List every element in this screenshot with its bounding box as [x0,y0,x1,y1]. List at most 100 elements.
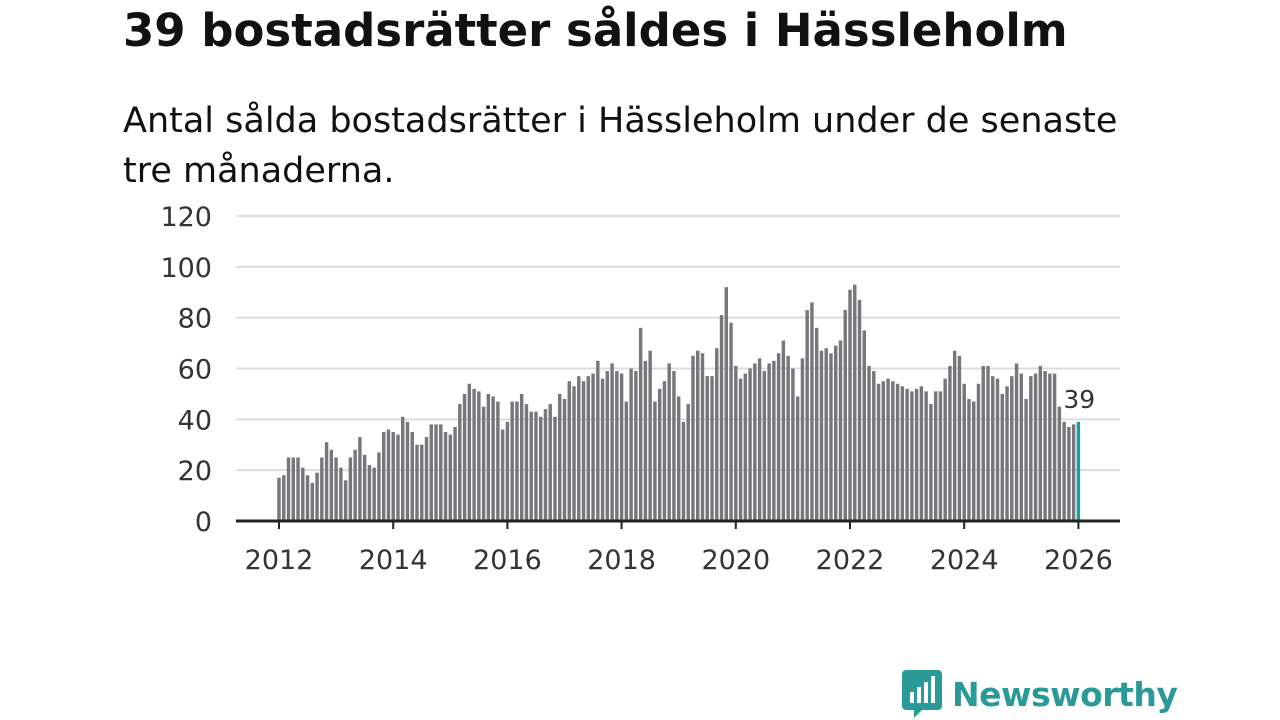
newsworthy-logo: Newsworthy [902,670,1178,718]
bar [681,421,686,522]
bar [1067,426,1071,521]
bar [396,434,400,521]
bar [1029,376,1033,522]
bar [738,378,743,521]
bar [1019,373,1024,521]
bar [972,401,976,521]
bar [301,467,305,522]
bar [724,287,728,521]
bar [291,457,295,521]
bar [567,381,571,521]
bar [653,401,657,521]
bar [629,368,633,521]
bar [286,457,291,521]
bar [424,437,429,522]
bar [891,381,895,521]
bar [1005,386,1009,521]
bar [1038,365,1043,521]
bar [386,429,391,521]
bar [596,360,600,522]
brand-name: Newsworthy [952,674,1178,714]
bar [867,365,871,521]
bar [1033,373,1038,521]
bar [401,416,405,521]
y-tick-label: 120 [160,202,212,233]
bar [976,383,981,521]
bar [948,365,952,521]
bar [643,360,648,522]
bar [367,465,372,521]
bar [729,322,733,521]
bar [448,434,453,521]
bar [472,388,476,521]
bar [410,432,414,521]
bar [353,449,357,521]
bar [572,386,576,521]
y-tick-label: 0 [195,507,212,538]
bar [876,383,881,521]
x-tick-label: 2020 [701,545,770,576]
bar [905,388,909,521]
bar [329,449,334,521]
bar [686,404,690,521]
bar [919,386,924,521]
bar [443,432,448,521]
bar [486,393,491,521]
bar [743,373,748,521]
bar [829,353,833,521]
bar [305,475,310,521]
bar [462,393,467,521]
bar [634,371,638,521]
bar [962,383,966,521]
y-tick-label: 100 [160,253,212,284]
x-tick-label: 2026 [1044,545,1113,576]
bar [719,315,724,522]
x-tick-label: 2024 [930,545,999,576]
x-tick-label: 2018 [587,545,656,576]
bar [929,404,933,521]
bar [334,457,338,521]
bar [282,475,286,521]
bar [610,363,614,521]
bar [786,355,790,521]
y-tick-label: 20 [178,456,212,487]
bar [348,457,353,521]
bar [372,467,376,522]
bar [619,373,624,521]
bar [548,404,552,521]
bar [524,404,529,521]
bar [872,371,876,521]
bar [405,421,410,522]
bar [657,388,662,521]
bar-chart: 0 20 40 60 80 100 120 39 2012 2014 2016 2018 2020 202… [160,202,1120,576]
bar [362,454,367,521]
bar [676,396,681,521]
x-tick-label: 2014 [359,545,428,576]
bar [981,365,985,521]
bar [591,373,595,521]
bar [458,404,462,521]
bar [991,376,995,522]
bar [843,310,847,521]
bar [938,391,943,522]
bar [753,363,757,521]
bar [615,371,619,521]
y-tick-label: 40 [178,405,212,436]
bar [791,368,795,521]
bar [420,444,424,521]
bar [715,348,719,521]
bar [1071,424,1076,521]
bar [757,358,762,521]
bar [886,378,890,521]
bar [562,399,567,521]
bar [429,424,433,521]
bar [667,363,671,521]
bar [415,444,419,521]
bar [781,340,786,521]
bar [881,381,886,521]
bar [895,383,900,521]
bar [391,432,395,521]
bar [691,355,695,521]
bar [529,411,533,521]
bar [986,365,990,521]
